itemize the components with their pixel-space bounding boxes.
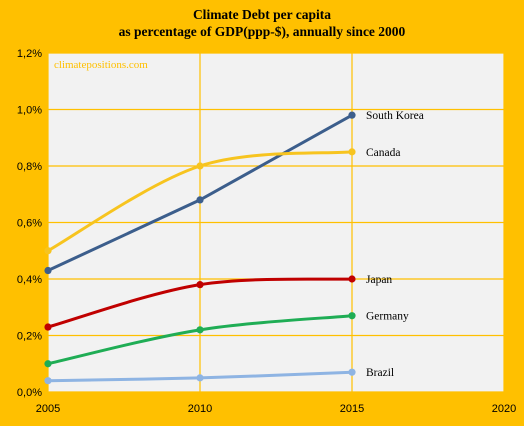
x-tick-label: 2015 (340, 403, 364, 415)
chart-subtitle: as percentage of GDP(ppp-$), annually si… (119, 24, 406, 39)
chart-title: Climate Debt per capita (193, 7, 331, 22)
data-point (44, 247, 52, 255)
data-point (348, 312, 356, 320)
data-point (44, 266, 52, 275)
series-south-korea: South Korea (44, 110, 424, 275)
data-point (348, 148, 356, 156)
x-tick-label: 2020 (492, 403, 516, 415)
series-germany: Germany (44, 311, 409, 368)
y-tick-label: 1,0% (17, 105, 42, 117)
series-label: Germany (366, 311, 409, 323)
data-point (196, 281, 204, 289)
data-point (196, 326, 204, 334)
x-tick-label: 2010 (188, 403, 212, 415)
y-tick-label: 1,2% (17, 48, 42, 60)
y-tick-label: 0,6% (17, 218, 42, 230)
x-tick-label: 2005 (36, 403, 60, 415)
data-point (196, 374, 204, 382)
series-layer: South Korea Canada Japan Germany Brazil (44, 110, 424, 385)
y-tick-label: 0,8% (17, 161, 42, 173)
series-canada: Canada (44, 147, 400, 255)
data-point (44, 377, 52, 385)
series-japan: Japan (44, 274, 392, 331)
series-brazil: Brazil (44, 367, 394, 385)
y-tick-label: 0,2% (17, 331, 42, 343)
y-tick-label: 0,4% (17, 274, 42, 286)
series-label: Japan (366, 274, 392, 286)
data-point (348, 111, 356, 119)
axis-tick-labels: 0,0% 0,2% 0,4% 0,6% 0,8% 1,0% 1,2% 2005 2010 2015… (17, 48, 516, 415)
data-point (348, 368, 356, 376)
data-point (196, 162, 204, 170)
series-label: Canada (366, 147, 400, 159)
data-point (44, 360, 52, 368)
series-label: Brazil (366, 367, 394, 379)
y-tick-label: 0,0% (17, 387, 42, 399)
data-point (196, 196, 204, 204)
data-point (44, 323, 52, 331)
watermark-text: climatepositions.com (54, 59, 148, 71)
data-point (348, 275, 356, 283)
series-label: South Korea (366, 110, 424, 122)
